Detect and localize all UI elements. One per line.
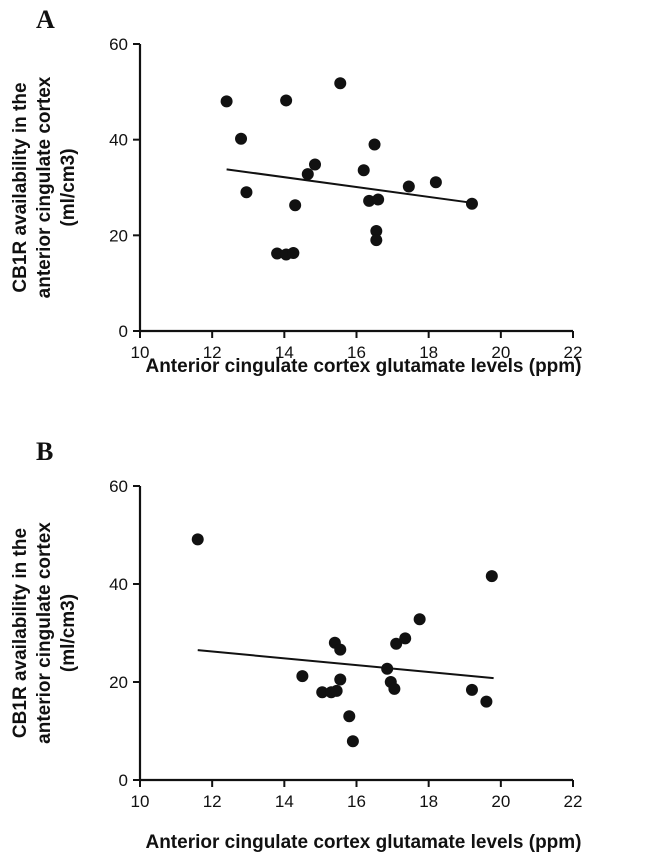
x-tick-label: 10 xyxy=(131,343,150,362)
data-point xyxy=(346,735,359,748)
y-tick-label: 20 xyxy=(109,673,128,692)
data-point xyxy=(485,570,498,583)
data-point xyxy=(240,186,253,199)
x-tick-label: 22 xyxy=(564,343,583,362)
scatter-chart-b: B 0 20 40 60 10 12 14 16 18 20 22 Anterior cingulat… xyxy=(10,437,582,853)
data-point xyxy=(388,682,401,695)
y-axis-title-line: anterior cingulate cortex xyxy=(34,76,55,298)
data-point xyxy=(465,683,478,696)
data-point xyxy=(429,176,442,189)
data-point xyxy=(271,247,284,260)
x-axis-title: Anterior cingulate cortex glutamate leve… xyxy=(145,832,581,853)
data-point xyxy=(330,684,343,697)
data-point xyxy=(287,247,300,260)
y-tick-label: 0 xyxy=(119,322,128,341)
y-tick-label: 20 xyxy=(109,226,128,245)
y-tick-label: 0 xyxy=(119,771,128,790)
x-tick-label: 14 xyxy=(275,792,294,811)
y-axis-title-line: CB1R availability in the xyxy=(10,82,31,292)
data-point xyxy=(343,710,356,723)
data-point xyxy=(372,193,385,206)
data-point xyxy=(316,686,329,699)
data-point xyxy=(334,77,347,90)
y-axis-title-line: (ml/cm3) xyxy=(58,594,79,672)
y-tick-label: 60 xyxy=(109,477,128,496)
data-point xyxy=(370,234,383,247)
data-point xyxy=(381,662,394,675)
data-point xyxy=(289,199,302,212)
x-tick-label: 20 xyxy=(491,343,510,362)
data-point xyxy=(370,225,383,238)
data-point xyxy=(402,180,415,193)
x-tick-label: 14 xyxy=(275,343,294,362)
data-point xyxy=(480,695,493,708)
x-tick-label: 22 xyxy=(564,792,583,811)
data-point xyxy=(357,164,370,177)
panel-a: A 0 20 40 60 10 12 14 16 18 20 22 Anterior cingulat… xyxy=(10,5,582,377)
data-point xyxy=(220,95,233,108)
panel-label-a: A xyxy=(36,5,55,34)
data-point xyxy=(296,670,309,683)
panel-label-b: B xyxy=(36,437,53,466)
regression-line xyxy=(197,649,494,680)
y-tick-label: 40 xyxy=(109,575,128,594)
y-axis-title-line: anterior cingulate cortex xyxy=(34,522,55,744)
data-point xyxy=(235,132,248,145)
data-point xyxy=(465,197,478,210)
regression-line xyxy=(226,168,473,204)
data-point xyxy=(191,533,204,546)
panel-b: B 0 20 40 60 10 12 14 16 18 20 22 Anterior cingulat… xyxy=(0,432,645,864)
data-point xyxy=(301,168,314,181)
y-tick-label: 40 xyxy=(109,131,128,150)
x-tick-label: 10 xyxy=(131,792,150,811)
x-tick-label: 18 xyxy=(419,792,438,811)
x-tick-label: 16 xyxy=(347,792,366,811)
y-tick-label: 60 xyxy=(109,35,128,54)
data-point xyxy=(334,643,347,656)
data-point xyxy=(413,613,426,626)
plot-area-b: 0 20 40 60 10 12 14 16 18 20 22 Anterior cingulate … xyxy=(10,477,582,853)
x-tick-label: 12 xyxy=(203,343,222,362)
x-tick-label: 16 xyxy=(347,343,366,362)
data-point xyxy=(390,637,403,650)
data-point xyxy=(363,194,376,207)
y-axis-title-line: CB1R availability in the xyxy=(10,528,31,738)
x-tick-label: 20 xyxy=(491,792,510,811)
data-point xyxy=(309,158,322,171)
x-axis-title: Anterior cingulate cortex glutamate leve… xyxy=(145,356,581,377)
y-axis-title-line: (ml/cm3) xyxy=(58,148,79,226)
x-tick-label: 18 xyxy=(419,343,438,362)
data-point xyxy=(399,632,412,645)
x-tick-label: 12 xyxy=(203,792,222,811)
data-point xyxy=(280,94,293,107)
data-point xyxy=(368,138,381,151)
data-point xyxy=(334,673,347,686)
